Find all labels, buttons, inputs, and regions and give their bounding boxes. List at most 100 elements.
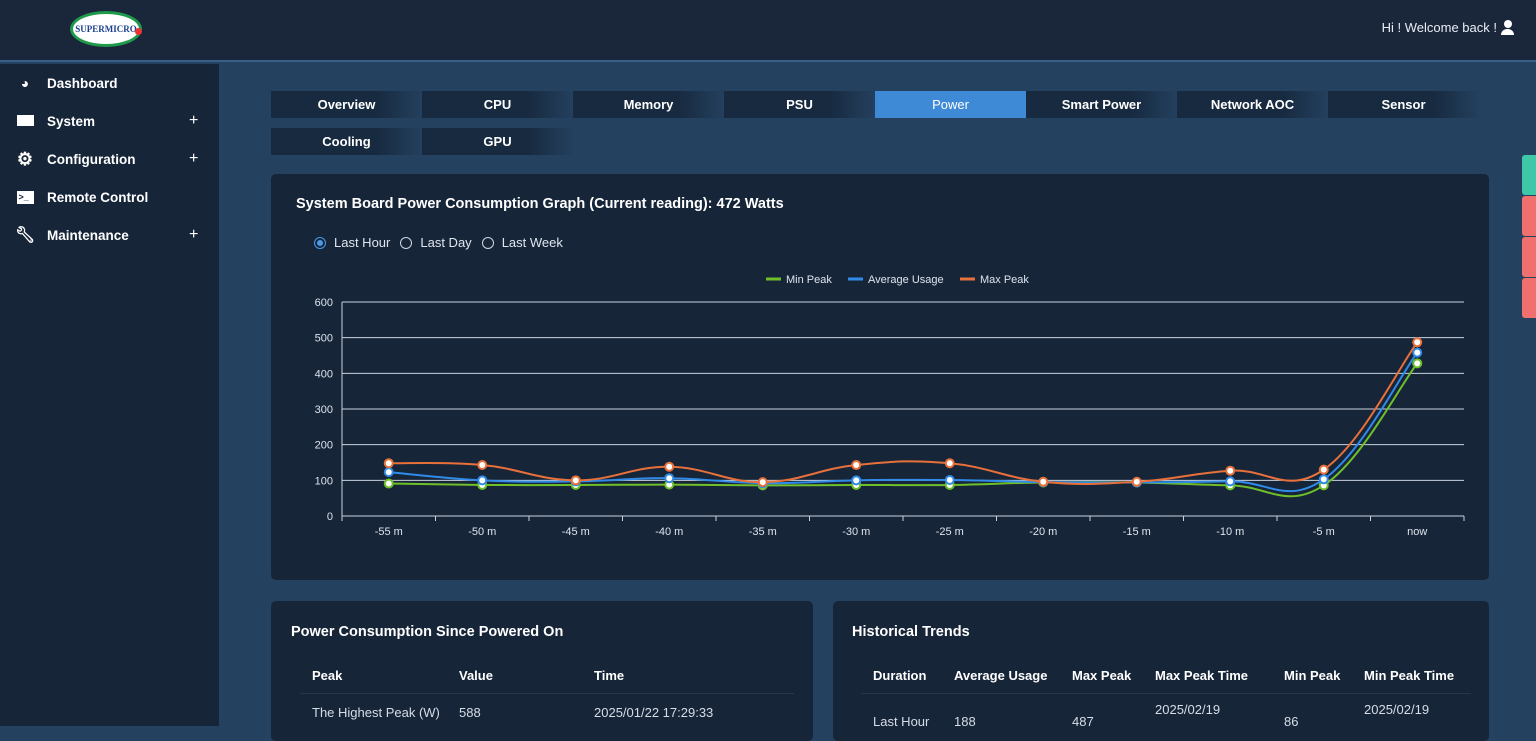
data-point [1412,358,1423,369]
data-point [383,467,394,478]
sidebar-item-system[interactable]: System + [0,102,219,140]
radio-last-hour[interactable]: Last Hour [314,235,390,250]
side-action-button[interactable] [1522,155,1536,195]
tab-gpu[interactable]: GPU [422,128,573,155]
tab-cpu[interactable]: CPU [422,91,573,118]
expand-icon[interactable]: + [189,112,199,129]
header: Average Usage [954,659,1072,694]
power-line-chart: 0 100 200 300 400 500 600 -55 m -50 m -45 m -40 m -… [315,274,1465,538]
data-point [757,477,768,488]
x-tick-label: -20 m [1029,526,1057,538]
legend-label: Average Usage [868,274,944,286]
side-action-button[interactable] [1522,237,1536,277]
x-tick-label: -10 m [1216,526,1244,538]
data-point [1225,476,1236,487]
radio-icon[interactable] [400,236,413,249]
radio-last-day[interactable]: Last Day [400,235,472,250]
historical-trends-table: Duration Average Usage Max Peak Max Peak Ti… [861,659,1471,731]
data-point [477,459,488,470]
sidebar-item-maintenance[interactable]: 🔧︎ Maintenance + [0,216,219,254]
cell: Last Hour [873,713,930,729]
header-peak: Peak [300,659,459,694]
tab-bar: Overview CPU Memory PSU Power Smart Power Netw… [271,91,1479,155]
historical-trends-card: Historical Trends Duration Average Usage M… [833,601,1489,741]
y-tick-label: 100 [315,475,333,487]
y-tick-label: 0 [327,511,333,523]
side-action-button[interactable] [1522,278,1536,318]
data-point [1412,347,1423,358]
legend-label: Min Peak [786,274,832,286]
x-tick-label: -5 m [1313,526,1335,538]
header: Duration [861,659,954,694]
top-header: SUPERMICRO Hi ! Welcome back ! [0,0,1536,62]
x-tick-label: -45 m [562,526,590,538]
label: Configuration [47,151,136,167]
y-tick-label: 300 [315,404,333,416]
x-tick-label: -15 m [1123,526,1151,538]
cell: 188 [954,713,976,729]
tab-cooling[interactable]: Cooling [271,128,422,155]
header-value: Value [459,659,594,694]
supermicro-logo[interactable]: SUPERMICRO [70,11,142,47]
sidebar-item-remote-control[interactable]: >_ Remote Control [0,178,219,216]
series-line-max-peak [388,341,1419,485]
x-tick-label: -40 m [655,526,683,538]
x-tick-label: -35 m [749,526,777,538]
card-title: Power Consumption Since Powered On [291,624,564,640]
tab-psu[interactable]: PSU [724,91,875,118]
label: System [47,113,96,129]
sidebar-item-dashboard[interactable]: ◕ Dashboard [0,64,219,102]
welcome-text: Hi ! Welcome back ! [1381,20,1497,35]
cell: The Highest Peak (W) [312,704,440,720]
radio-icon[interactable] [481,236,494,249]
data-point [1412,337,1423,348]
sidebar: ◕ Dashboard System + ⚙ Configuration + >_ Rem… [0,64,219,726]
x-tick-label: -25 m [936,526,964,538]
data-point [944,458,955,469]
cell: 86 [1284,713,1299,729]
monitor-icon [16,114,34,128]
legend-label: Max Peak [980,274,1029,286]
wrench-icon: 🔧︎ [14,227,36,244]
data-point [851,459,862,470]
sidebar-item-configuration[interactable]: ⚙ Configuration + [0,140,219,178]
welcome-message[interactable]: Hi ! Welcome back ! [1382,20,1514,35]
header: Max Peak [1072,659,1155,694]
x-tick-label: -30 m [842,526,870,538]
data-point [1318,474,1329,485]
data-point [664,473,675,484]
data-point [383,478,394,489]
tab-overview[interactable]: Overview [271,91,422,118]
radio-icon[interactable] [314,236,326,249]
tab-sensor[interactable]: Sensor [1328,91,1479,118]
label: Last Week [501,235,563,250]
data-point [1225,465,1236,476]
label: Last Hour [334,235,391,250]
tab-smart-power[interactable]: Smart Power [1026,91,1177,118]
gear-icon: ⚙ [16,148,34,169]
card-title: Historical Trends [852,624,970,640]
side-action-button[interactable] [1522,196,1536,236]
tab-power[interactable]: Power [875,91,1026,118]
data-point [1131,476,1142,487]
range-selector: Last Hour Last Day Last Week [314,235,563,250]
tab-memory[interactable]: Memory [573,91,724,118]
y-tick-label: 500 [315,333,333,345]
data-point [1038,476,1049,487]
data-point [851,475,862,486]
cell: 2025/02/19 [1155,701,1221,717]
radio-last-week[interactable]: Last Week [481,235,563,250]
expand-icon[interactable]: + [189,150,199,167]
y-tick-label: 600 [315,297,333,309]
tab-network-aoc[interactable]: Network AOC [1177,91,1328,118]
x-tick-label: -50 m [468,526,496,538]
expand-icon[interactable]: + [189,226,199,243]
label: Maintenance [47,227,129,243]
power-graph-card: System Board Power Consumption Graph (Cu… [271,174,1489,580]
since-powered-table: Peak Value Time The Highest Peak (W) 588 202… [300,659,794,722]
user-icon[interactable] [1501,20,1514,35]
data-point [664,461,675,472]
table-row: The Highest Peak (W) 588 2025/01/22 17:29:… [300,693,794,722]
label: Remote Control [47,189,149,205]
data-point [570,475,581,486]
